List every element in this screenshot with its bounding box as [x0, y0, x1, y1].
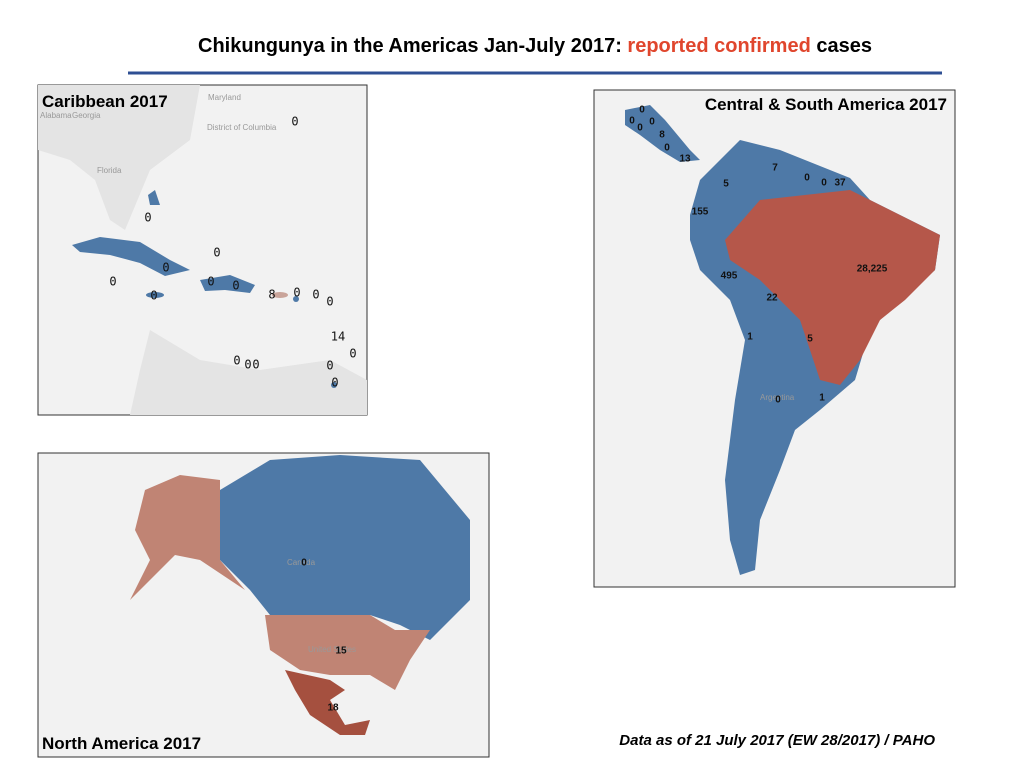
case-count: 0 — [213, 246, 220, 260]
case-count: 0 — [252, 358, 259, 372]
case-count: 0 — [109, 275, 116, 289]
case-count: 0 — [326, 295, 333, 309]
title-start: Chikungunya in the Americas Jan-July 201… — [198, 35, 622, 57]
base-map-label: Georgia — [72, 111, 101, 120]
caribbean-map — [37, 84, 368, 416]
case-count: 0 — [804, 173, 810, 184]
case-count: 0 — [664, 143, 670, 154]
base-map-label: Canada — [287, 558, 316, 567]
case-count: 0 — [637, 123, 643, 134]
case-count: 5 — [807, 334, 813, 345]
case-count: 22 — [766, 293, 778, 304]
case-count: 0 — [301, 558, 307, 569]
case-count: 8 — [268, 288, 275, 302]
panel-title: North America 2017 — [42, 734, 201, 753]
slide-title: Chikungunya in the Americas Jan-July 201… — [198, 35, 872, 57]
case-count: 0 — [649, 117, 655, 128]
case-count: 13 — [679, 154, 691, 165]
north-america-map — [37, 452, 490, 758]
case-count: 14 — [331, 330, 345, 344]
case-count: 5 — [723, 179, 729, 190]
case-count: 0 — [639, 105, 645, 116]
case-count: 155 — [692, 207, 709, 218]
case-count: 7 — [772, 163, 778, 174]
south-america-map — [593, 89, 956, 588]
base-map-label: Argentina — [760, 393, 795, 402]
panel-title: Central & South America 2017 — [705, 95, 947, 114]
base-map-label: District of Columbia — [207, 123, 277, 132]
case-count: 0 — [244, 358, 251, 372]
title-highlight: reported confirmed — [627, 35, 810, 57]
case-count: 0 — [291, 115, 298, 129]
case-count: 18 — [327, 703, 339, 714]
case-count: 0 — [144, 211, 151, 225]
case-count: 0 — [162, 261, 169, 275]
case-count: 0 — [207, 275, 214, 289]
title-end: cases — [816, 35, 872, 57]
case-count: 37 — [834, 178, 846, 189]
panel-title: Caribbean 2017 — [42, 92, 168, 111]
case-count: 0 — [821, 178, 827, 189]
base-map-label: United States — [308, 645, 356, 654]
case-count: 0 — [232, 279, 239, 293]
case-count: 0 — [331, 376, 338, 390]
case-count: 0 — [326, 359, 333, 373]
case-count: 8 — [659, 130, 665, 141]
case-count: 0 — [775, 395, 781, 406]
base-map-label: Alabama — [40, 111, 72, 120]
base-map-label: Florida — [97, 166, 122, 175]
source-note: Data as of 21 July 2017 (EW 28/2017) / P… — [619, 732, 935, 749]
case-count: 28,225 — [857, 264, 888, 275]
case-count: 495 — [721, 271, 738, 282]
case-count: 0 — [150, 289, 157, 303]
case-count: 0 — [349, 347, 356, 361]
case-count: 1 — [747, 332, 753, 343]
case-count: 1 — [819, 393, 825, 404]
case-count: 0 — [233, 354, 240, 368]
case-count: 0 — [293, 286, 300, 300]
case-count: 0 — [629, 116, 635, 127]
base-map-label: Maryland — [208, 93, 241, 102]
case-count: 15 — [335, 646, 347, 657]
case-count: 0 — [312, 288, 319, 302]
